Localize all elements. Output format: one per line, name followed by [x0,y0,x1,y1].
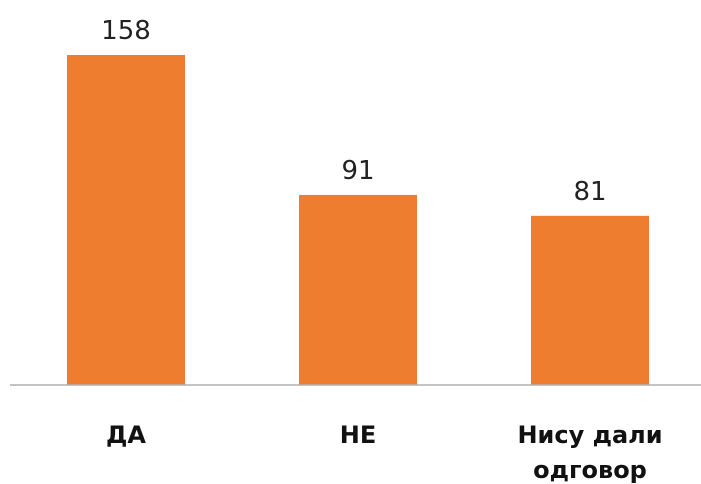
category-label: Нису дали одговор [517,421,663,484]
value-label: 81 [573,177,606,207]
bar [299,194,417,385]
category-label: НЕ [339,421,377,449]
bar [67,55,185,385]
category-label: ДА [106,421,146,449]
value-label: 158 [101,16,151,46]
value-label: 91 [341,156,374,186]
bar [531,215,649,385]
